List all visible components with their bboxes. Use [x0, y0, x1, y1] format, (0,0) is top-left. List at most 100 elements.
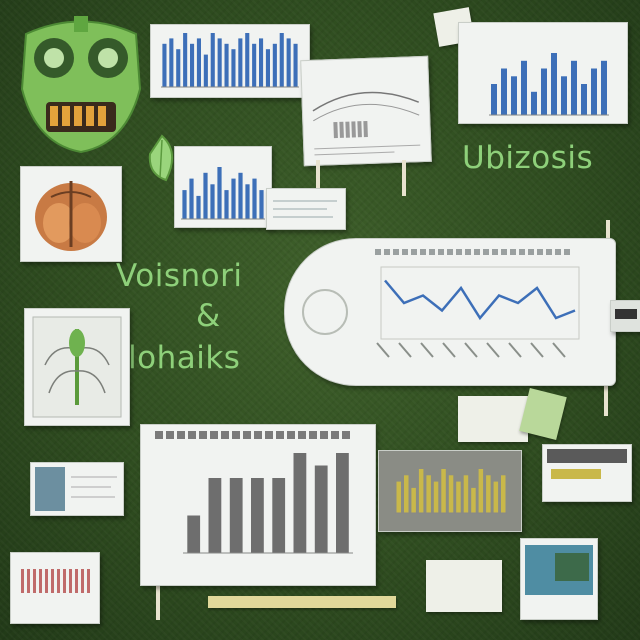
- top-chart-bar: [252, 43, 257, 87]
- header-tick: [331, 431, 339, 439]
- center-line-chart: [302, 249, 580, 358]
- bottom-right-chart-bar: [396, 481, 401, 513]
- small-photo-card: [30, 462, 124, 516]
- bottom-right-chart-bar: [448, 475, 454, 513]
- plant-specimen-icon: [32, 316, 122, 418]
- anatomy-illustration-icon: [35, 181, 107, 251]
- bottom-right-bar-chart: [395, 469, 507, 514]
- top-chart-bar: [231, 49, 236, 87]
- bottom-right-chart-bar: [441, 469, 446, 513]
- x-tick-label: [508, 342, 522, 358]
- bottom-note: [426, 560, 502, 612]
- mid-chart-bar: [182, 190, 187, 219]
- bottom-right-chart-bar: [456, 481, 461, 513]
- striped-card: [10, 552, 100, 624]
- header-tick: [402, 249, 408, 255]
- top-right-chart-bar: [571, 60, 577, 116]
- header-tick: [456, 249, 462, 255]
- top-right-chart-bar: [521, 60, 527, 116]
- top-right-chart-bar: [541, 68, 547, 115]
- x-tick-label: [530, 342, 544, 358]
- header-tick: [438, 249, 444, 255]
- header-tick: [276, 431, 284, 439]
- bottom-chart-bar: [187, 515, 201, 553]
- top-chart-bar: [245, 33, 250, 87]
- top-bar-chart: [161, 33, 299, 88]
- mid-chart-bar: [252, 178, 257, 219]
- bottom-bar-chart-card: [140, 424, 376, 586]
- bottom-right-chart-bar: [463, 475, 469, 513]
- top-chart-bar: [169, 38, 174, 87]
- header-tick: [375, 249, 381, 255]
- small-chart-card-right: [542, 444, 632, 502]
- top-chart-bar: [238, 38, 243, 87]
- x-tick-label: [464, 342, 478, 358]
- header-tick: [546, 249, 552, 255]
- bottom-right-chart-bar: [404, 475, 409, 513]
- header-tick: [188, 431, 196, 439]
- header-tick: [342, 431, 350, 439]
- top-chart-bar: [183, 33, 188, 87]
- header-tick: [501, 249, 507, 255]
- header-tick: [254, 431, 262, 439]
- bottom-right-chart-bar: [418, 469, 424, 513]
- bottom-chart-bar: [314, 465, 328, 553]
- green-skull-mascot-icon: [16, 14, 146, 154]
- top-chart-bar: [265, 49, 270, 87]
- mid-chart-bar: [210, 184, 215, 219]
- header-tick: [447, 249, 453, 255]
- header-tick: [510, 249, 516, 255]
- bottom-chart-bar: [336, 453, 349, 553]
- line-series: [384, 279, 576, 321]
- header-tick: [492, 249, 498, 255]
- top-chart-bar: [203, 54, 208, 87]
- x-tick-label: [552, 342, 566, 358]
- bottom-right-chart-bar: [493, 481, 499, 513]
- top-right-chart-bar: [551, 53, 557, 115]
- x-tick-label: [398, 342, 412, 358]
- x-tick-label: [420, 342, 434, 358]
- device-card: [610, 300, 640, 332]
- header-tick: [210, 431, 218, 439]
- bottom-right-chart-bar: [433, 481, 439, 513]
- header-tick: [199, 431, 207, 439]
- header-tick: [465, 249, 471, 255]
- bottom-chart-bar: [272, 478, 286, 553]
- word-line-3: lohaiks: [128, 340, 241, 376]
- top-right-chart-bar: [501, 68, 507, 115]
- bottom-right-bar-chart-card: [378, 450, 522, 532]
- header-tick: [429, 249, 435, 255]
- mid-chart-bar: [238, 172, 243, 219]
- bottom-right-chart-bar: [426, 475, 431, 513]
- top-chart-bar: [224, 43, 229, 87]
- mid-chart-bar: [259, 190, 264, 219]
- bottom-right-chart-bar: [471, 487, 476, 513]
- bottom-chart-bar: [293, 453, 307, 553]
- top-bar-chart-card: [150, 24, 310, 98]
- x-tick-label: [376, 342, 390, 358]
- header-tick: [166, 431, 174, 439]
- header-tick: [420, 249, 426, 255]
- sign-emblem: [302, 289, 348, 335]
- header-tick: [537, 249, 543, 255]
- header-tick: [221, 431, 229, 439]
- header-tick: [177, 431, 185, 439]
- leaf-icon: [144, 134, 180, 184]
- ruler-strip: [208, 596, 396, 608]
- plant-specimen-card: [24, 308, 130, 426]
- top-right-chart-bar: [591, 68, 597, 115]
- mid-chart-bar: [245, 184, 250, 219]
- header-tick: [555, 249, 561, 255]
- bottom-bar-chart: [155, 431, 353, 554]
- sign-stake: [402, 160, 406, 196]
- middle-bar-chart-card: [174, 146, 272, 228]
- top-chart-bar: [272, 43, 277, 87]
- bottom-right-photo-card: [520, 538, 598, 620]
- top-chart-bar: [210, 33, 215, 87]
- bottom-chart-bar: [251, 478, 264, 553]
- top-chart-bar: [293, 43, 298, 87]
- line-chart-sign: [284, 238, 616, 386]
- header-tick: [232, 431, 240, 439]
- top-right-chart-bar: [491, 84, 497, 115]
